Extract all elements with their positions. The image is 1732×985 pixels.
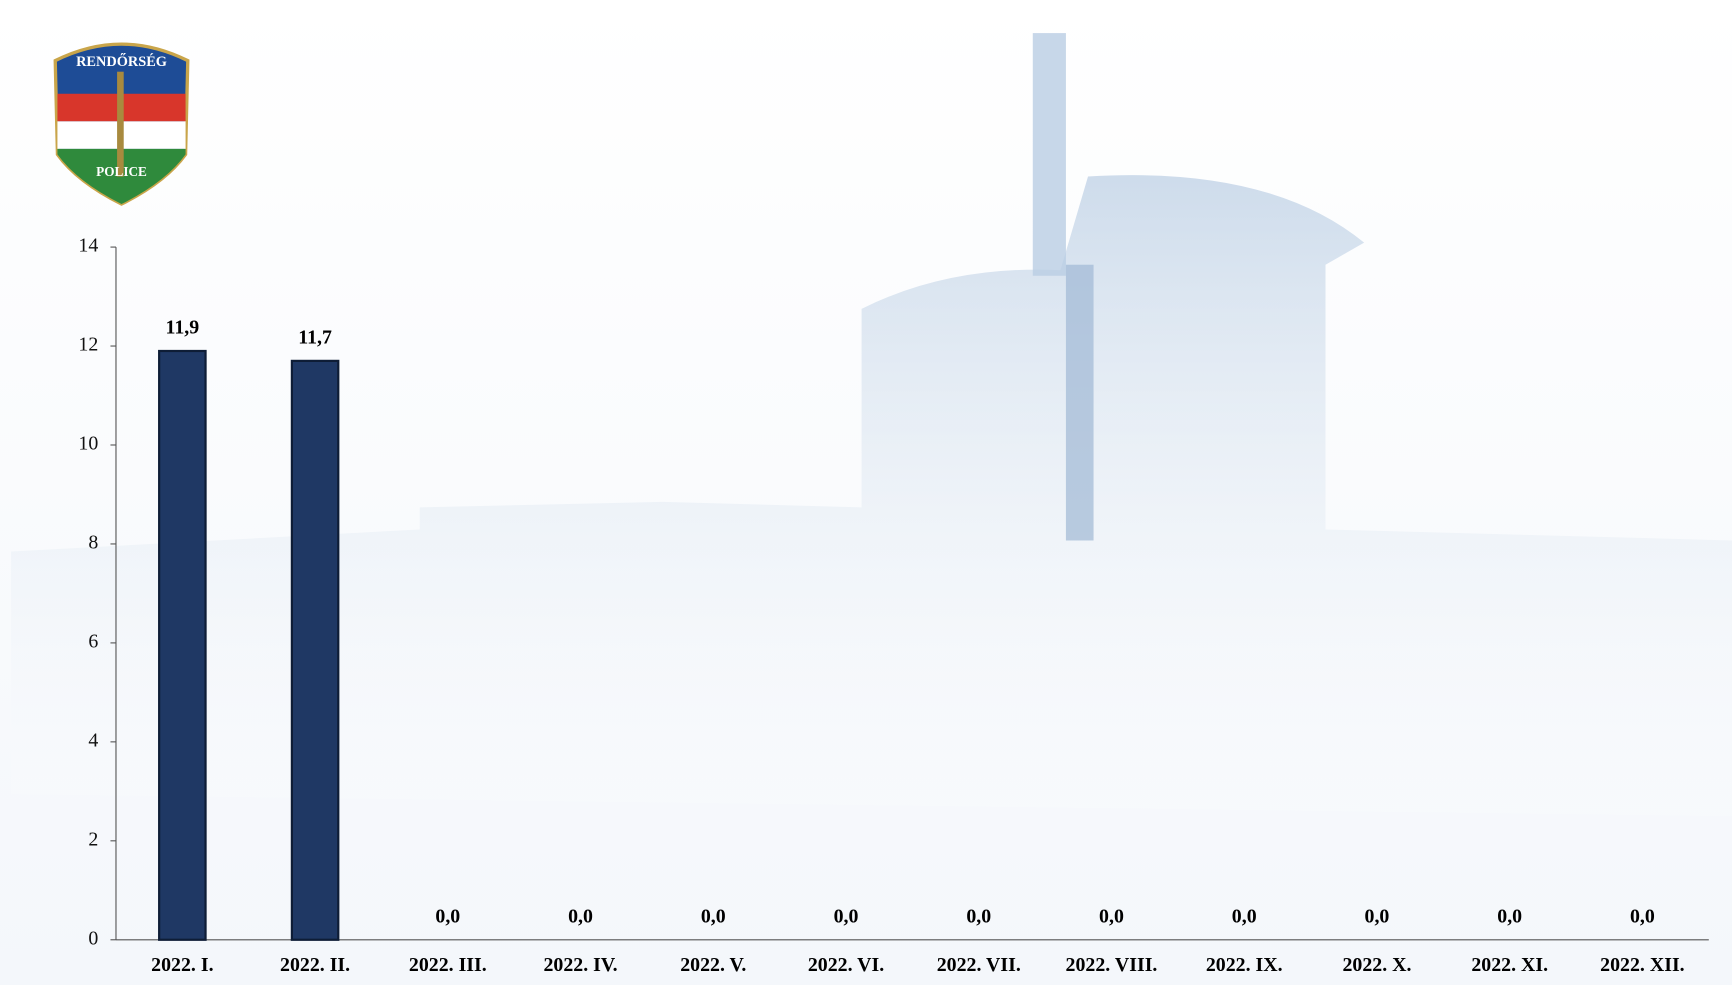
value-label: 0,0: [834, 905, 859, 927]
x-tick-label: 2022. VI.: [808, 954, 884, 976]
bar: [290, 359, 340, 941]
y-tick-label: 0: [88, 927, 98, 949]
logo-top-text: RENDŐRSÉG: [76, 53, 167, 70]
y-tick-label: 2: [88, 828, 98, 850]
value-label: 11,7: [298, 326, 332, 348]
y-tick-label: 12: [78, 334, 98, 356]
x-tick-label: 2022. VII.: [937, 954, 1021, 976]
x-tick-label: 2022. II.: [280, 954, 350, 976]
logo: RENDŐRSÉG POLICE: [53, 42, 190, 206]
value-label: 0,0: [1099, 905, 1124, 927]
value-label: 11,9: [166, 316, 200, 338]
x-tick-label: 2022. X.: [1342, 954, 1411, 976]
bar: [158, 349, 207, 941]
y-tick-label: 10: [78, 433, 98, 455]
value-label: 0,0: [1365, 905, 1390, 927]
x-tick-label: 2022. IV.: [543, 954, 617, 976]
value-label: 0,0: [1232, 905, 1257, 927]
logo-bottom-text: POLICE: [96, 164, 147, 179]
x-tick-label: 2022. XI.: [1471, 954, 1548, 976]
value-label: 0,0: [568, 905, 593, 927]
value-label: 0,0: [1497, 905, 1522, 927]
x-tick-label: 2022. XII.: [1600, 954, 1685, 976]
y-tick-label: 14: [78, 235, 98, 257]
y-tick-label: 4: [88, 729, 98, 751]
value-label: 0,0: [966, 905, 991, 927]
value-label: 0,0: [435, 905, 460, 927]
y-tick-label: 6: [88, 630, 98, 652]
x-tick-label: 2022. VIII.: [1066, 954, 1158, 976]
x-tick-label: 2022. V.: [680, 954, 746, 976]
x-tick-label: 2022. IX.: [1206, 954, 1283, 976]
x-tick-label: 2022. III.: [409, 954, 487, 976]
value-label: 0,0: [701, 905, 726, 927]
x-tick-label: 2022. I.: [151, 954, 213, 976]
value-label: 0,0: [1630, 905, 1655, 927]
y-tick-label: 8: [88, 532, 98, 554]
